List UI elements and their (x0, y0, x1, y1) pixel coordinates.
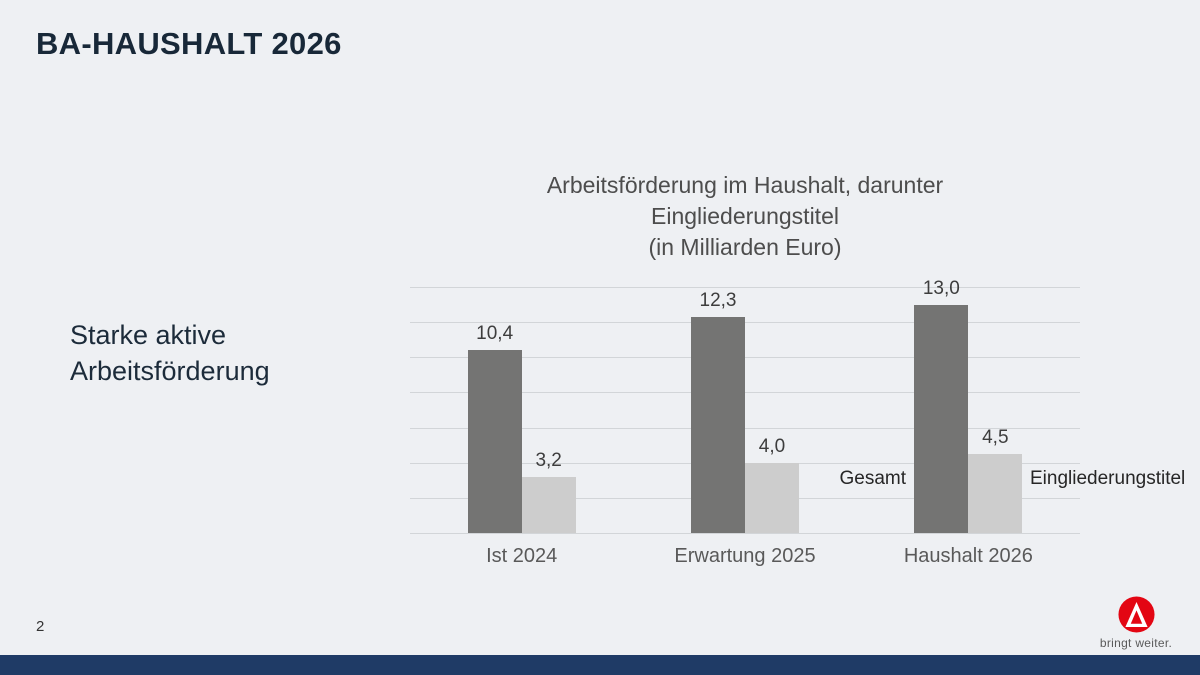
bar-value-label: 10,4 (476, 323, 514, 345)
x-axis-label: Erwartung 2025 (674, 545, 816, 567)
slide-subtitle-left: Starke aktive Arbeitsförderung (70, 320, 270, 386)
bar-value-label: 3,2 (535, 449, 562, 471)
x-axis-label: Ist 2024 (486, 545, 558, 567)
bar-value-label: 13,0 (922, 277, 960, 299)
bar-eingliederungstitel (521, 476, 576, 533)
bar-value-label: 4,0 (758, 435, 786, 457)
logo-tagline: bringt weiter. (1099, 636, 1173, 650)
chart-title-line-3: (in Milliarden Euro) (648, 234, 842, 261)
gridline (410, 357, 1080, 359)
bar-gesamt (914, 304, 969, 533)
bar-eingliederungstitel (968, 453, 1023, 533)
legend-eingliederungstitel: Eingliederungstitel (1030, 468, 1186, 489)
slide-title: BA-HAUSHALT 2026 (36, 26, 342, 61)
gridline (410, 427, 1080, 429)
bar-eingliederungstitel (745, 462, 799, 533)
x-axis-label: Haushalt 2026 (903, 545, 1033, 567)
legend-gesamt: Gesamt (839, 468, 906, 489)
gridline (410, 533, 1080, 534)
page-number: 2 (36, 618, 45, 635)
bar-gesamt (691, 316, 745, 533)
ba-logo: bringt weiter. (1098, 596, 1174, 650)
bar-value-label: 4,5 (982, 426, 1009, 448)
bottom-accent-bar (0, 655, 1200, 675)
gridline (410, 392, 1080, 394)
chart-title-line-2: Eingliederungstitel (651, 203, 839, 230)
chart-title-line-1: Arbeitsförderung im Haushalt, darunter (546, 172, 944, 198)
plot-area: Gesamt Eingliederungstitel 10,4 3,2 Ist 20… (410, 278, 1185, 567)
gridline (410, 322, 1080, 324)
ba-logo-icon (1117, 596, 1155, 633)
bar-value-label: 12,3 (699, 289, 737, 311)
chart-title: Arbeitsförderung im Haushalt, darunter E… (400, 170, 1090, 263)
gridline (410, 287, 1080, 288)
bar-gesamt (467, 350, 522, 533)
